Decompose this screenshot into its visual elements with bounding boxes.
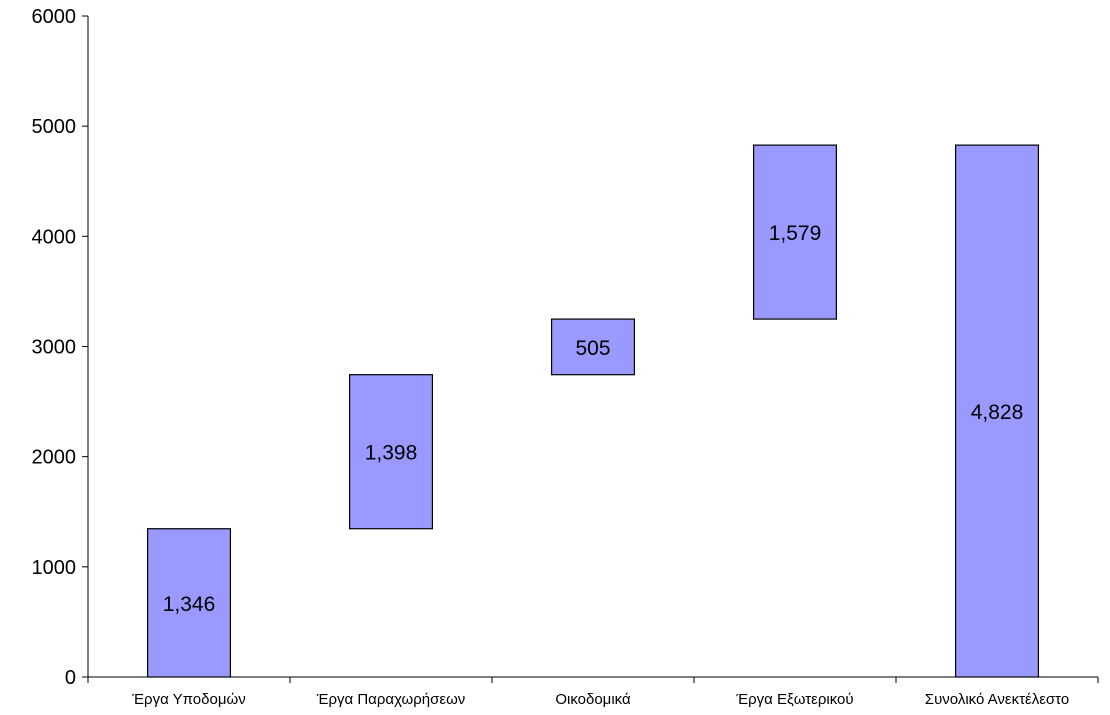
bar — [146, 528, 232, 678]
data-label: 4,828 — [971, 401, 1024, 424]
data-label: 505 — [575, 337, 610, 360]
x-tick-label: Έργα Υποδομών — [131, 691, 245, 708]
data-label: 1,579 — [769, 222, 822, 245]
y-tick-label: 5000 — [32, 116, 77, 138]
x-tick-label: Συνολικό Ανεκτέλεστο — [925, 691, 1069, 708]
y-tick-label: 6000 — [32, 6, 77, 28]
data-label: 1,398 — [365, 442, 418, 465]
y-tick-label: 1000 — [32, 557, 77, 579]
y-tick-label: 0 — [65, 667, 76, 689]
bars — [146, 144, 1040, 678]
bar — [954, 144, 1040, 678]
bar — [550, 318, 636, 376]
x-axis: Έργα Υποδομών Έργα Παραχωρήσεων Οικοδομικά… — [87, 676, 1099, 708]
y-tick-label: 3000 — [32, 337, 77, 359]
x-tick-label: Οικοδομικά — [555, 691, 631, 708]
data-labels: 1,346 1,398 505 1,579 4,828 — [163, 222, 1024, 616]
y-tick-label: 4000 — [32, 226, 77, 248]
x-tick-label: Έργα Παραχωρήσεων — [316, 691, 466, 708]
y-axis: 0 1000 2000 3000 4000 5000 6000 — [32, 6, 89, 689]
bar — [348, 374, 434, 530]
data-label: 1,346 — [163, 593, 216, 616]
x-tick-label: Έργα Εξωτερικού — [735, 691, 853, 708]
bar — [752, 144, 838, 320]
y-tick-label: 2000 — [32, 447, 77, 469]
